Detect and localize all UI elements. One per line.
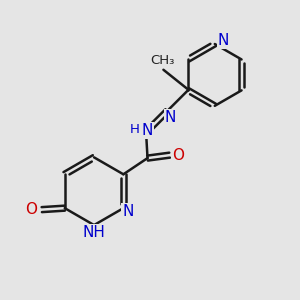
- Text: H: H: [130, 123, 140, 136]
- Text: CH₃: CH₃: [150, 54, 174, 68]
- Text: N: N: [164, 110, 176, 125]
- Text: O: O: [172, 148, 184, 163]
- Text: N: N: [217, 33, 229, 48]
- Text: NH: NH: [82, 225, 106, 240]
- Text: N: N: [122, 204, 134, 219]
- Text: N: N: [142, 123, 153, 138]
- Text: O: O: [26, 202, 38, 217]
